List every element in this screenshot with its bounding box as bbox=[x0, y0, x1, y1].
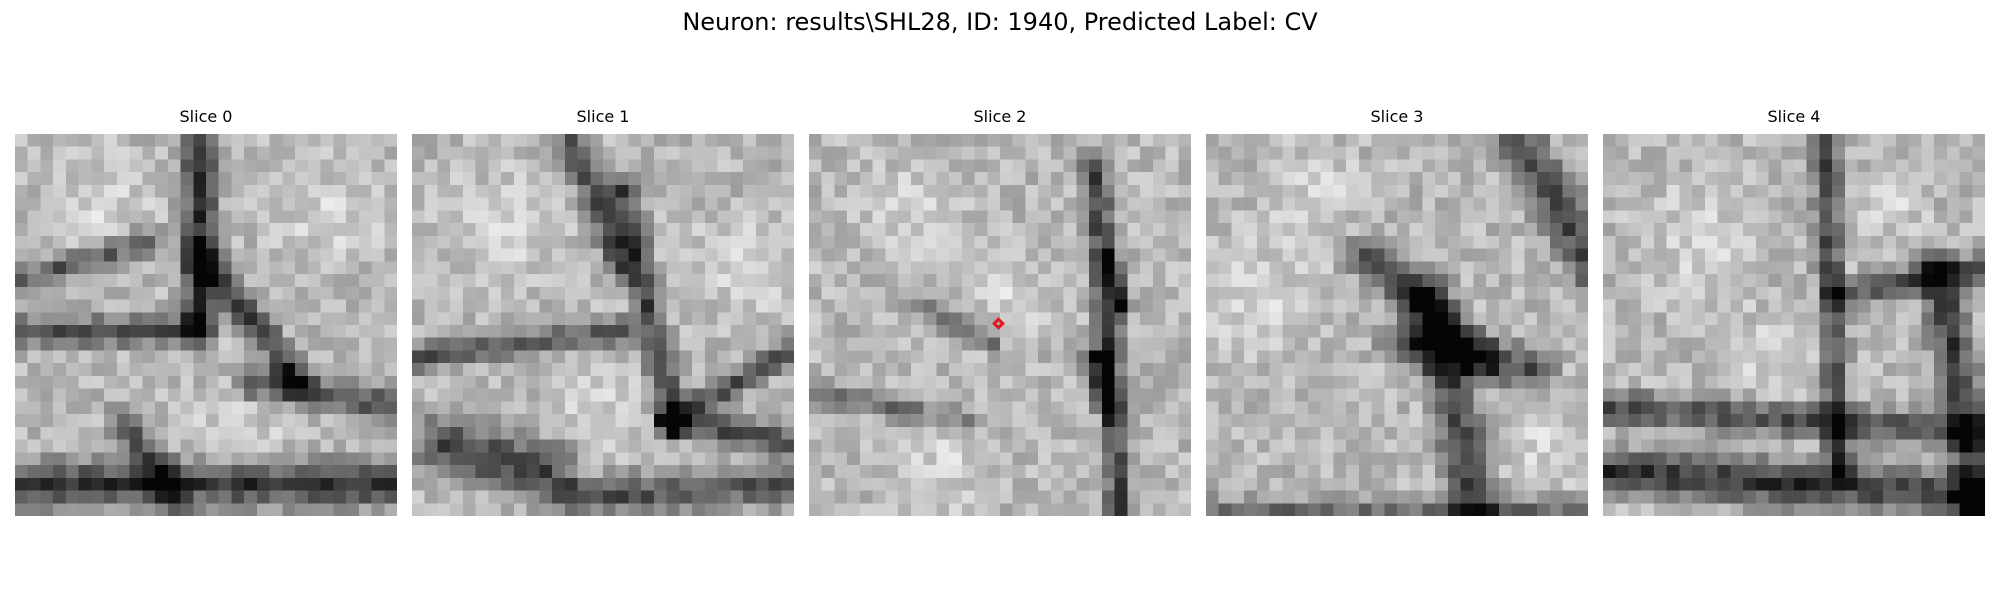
slice-title-2: Slice 2 bbox=[973, 107, 1027, 126]
slice-image-1 bbox=[412, 134, 794, 516]
slice-image-4 bbox=[1603, 134, 1985, 516]
slice-panel-4: Slice 4 bbox=[1603, 105, 1985, 517]
slice-image-2 bbox=[809, 134, 1191, 516]
slice-panel-2: Slice 2 bbox=[809, 105, 1191, 517]
slice-panel-1: Slice 1 bbox=[412, 105, 794, 517]
slice-panel-3: Slice 3 bbox=[1206, 105, 1588, 517]
slice-panel-0: Slice 0 bbox=[15, 105, 397, 517]
slice-title-0: Slice 0 bbox=[179, 107, 233, 126]
slice-image-3 bbox=[1206, 134, 1588, 516]
slice-image-0 bbox=[15, 134, 397, 516]
figure-title: Neuron: results\SHL28, ID: 1940, Predict… bbox=[682, 8, 1318, 36]
slice-title-3: Slice 3 bbox=[1370, 107, 1424, 126]
slice-title-1: Slice 1 bbox=[576, 107, 630, 126]
slice-title-4: Slice 4 bbox=[1767, 107, 1821, 126]
